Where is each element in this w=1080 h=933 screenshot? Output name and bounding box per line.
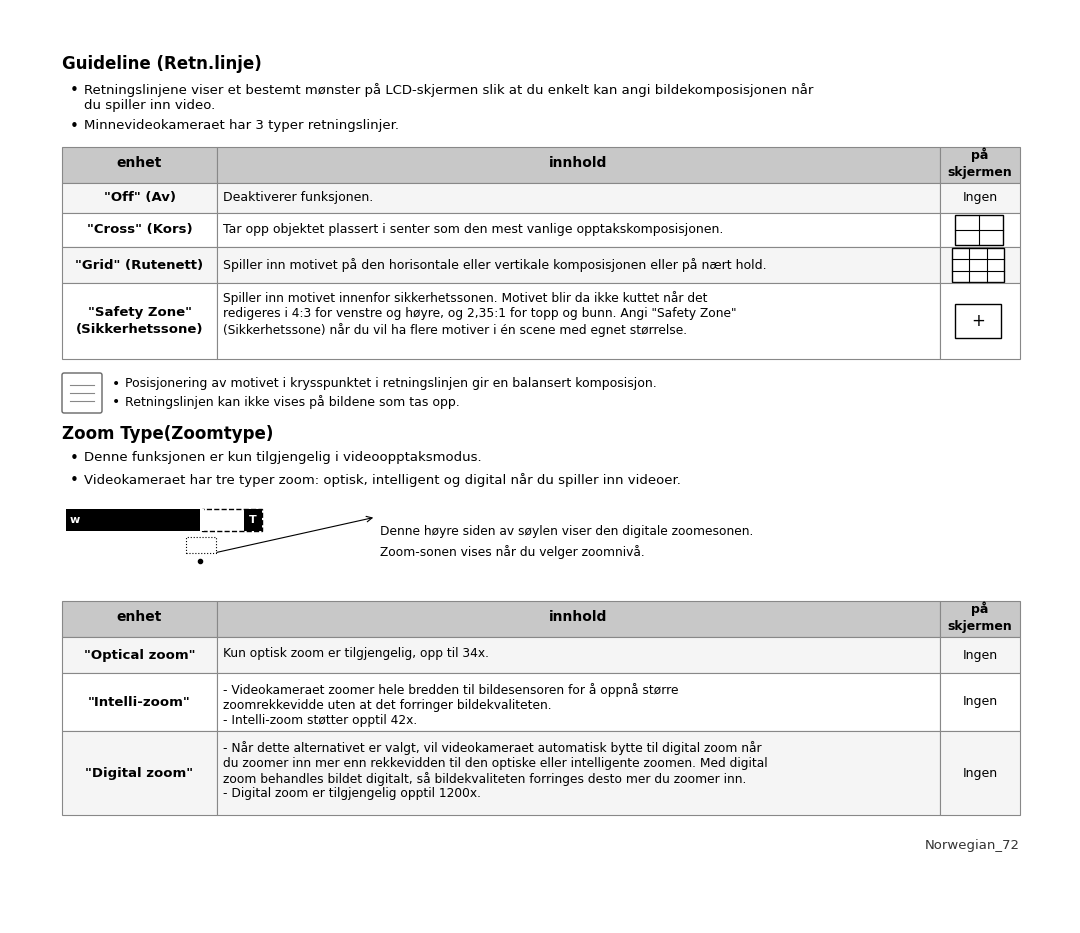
Text: •: • <box>70 83 79 98</box>
Bar <box>940 731 1020 815</box>
Text: Spiller inn motivet på den horisontale eller vertikale komposisjonen eller på næ: Spiller inn motivet på den horisontale e… <box>222 258 767 272</box>
Text: w: w <box>70 515 80 525</box>
Text: Ingen: Ingen <box>962 695 998 708</box>
Bar <box>62 283 217 359</box>
Text: Posisjonering av motivet i krysspunktet i retningslinjen gir en balansert kompos: Posisjonering av motivet i krysspunktet … <box>125 377 657 390</box>
Bar <box>955 215 1003 245</box>
Text: Ingen: Ingen <box>962 191 998 204</box>
Text: Retningslinjene viser et bestemt mønster på LCD-skjermen slik at du enkelt kan a: Retningslinjene viser et bestemt mønster… <box>84 83 813 112</box>
Text: "Digital zoom": "Digital zoom" <box>85 767 193 779</box>
Bar <box>62 601 217 637</box>
Bar <box>955 304 1001 338</box>
Text: Videokameraet har tre typer zoom: optisk, intelligent og digital når du spiller : Videokameraet har tre typer zoom: optisk… <box>84 473 680 487</box>
Text: "Grid" (Rutenett): "Grid" (Rutenett) <box>76 258 203 272</box>
Text: Ingen: Ingen <box>962 648 998 661</box>
Text: - Digital zoom er tilgjengelig opptil 1200x.: - Digital zoom er tilgjengelig opptil 12… <box>222 787 481 801</box>
Bar <box>940 283 1020 359</box>
Text: "Safety Zone"
(Sikkerhetssone): "Safety Zone" (Sikkerhetssone) <box>76 306 203 336</box>
Bar <box>217 183 940 213</box>
Bar <box>62 637 217 673</box>
Text: •: • <box>70 451 79 466</box>
Bar <box>202 509 262 531</box>
Bar <box>940 183 1020 213</box>
Text: Norwegian_72: Norwegian_72 <box>924 839 1020 852</box>
Text: på
skjermen: på skjermen <box>947 601 1012 633</box>
Bar <box>217 673 940 731</box>
Bar <box>66 509 84 531</box>
Text: Minnevideokameraet har 3 typer retningslinjer.: Minnevideokameraet har 3 typer retningsl… <box>84 119 399 132</box>
Text: "Off" (Av): "Off" (Av) <box>104 191 175 204</box>
Text: Zoom Type(Zoomtype): Zoom Type(Zoomtype) <box>62 425 273 443</box>
Bar <box>217 147 940 183</box>
Bar <box>217 637 940 673</box>
Bar <box>200 509 204 531</box>
Bar <box>62 213 217 247</box>
Bar <box>62 673 217 731</box>
Text: •: • <box>70 473 79 488</box>
Bar <box>217 731 940 815</box>
Text: innhold: innhold <box>550 610 608 624</box>
Text: "Cross" (Kors): "Cross" (Kors) <box>86 224 192 236</box>
Bar <box>940 247 1020 283</box>
Text: "Optical zoom": "Optical zoom" <box>84 648 195 661</box>
Text: - Intelli-zoom støtter opptil 42x.: - Intelli-zoom støtter opptil 42x. <box>222 714 417 727</box>
Bar <box>217 247 940 283</box>
Text: (Sikkerhetssone) når du vil ha flere motiver i én scene med egnet størrelse.: (Sikkerhetssone) når du vil ha flere mot… <box>222 323 687 337</box>
Text: Tar opp objektet plassert i senter som den mest vanlige opptakskomposisjonen.: Tar opp objektet plassert i senter som d… <box>222 224 724 236</box>
Text: zoomrekkevidde uten at det forringer bildekvaliteten.: zoomrekkevidde uten at det forringer bil… <box>222 699 552 712</box>
Bar <box>244 509 262 531</box>
Text: - Videokameraet zoomer hele bredden til bildesensoren for å oppnå større: - Videokameraet zoomer hele bredden til … <box>222 683 678 697</box>
Text: på
skjermen: på skjermen <box>947 147 1012 179</box>
Text: Kun optisk zoom er tilgjengelig, opp til 34x.: Kun optisk zoom er tilgjengelig, opp til… <box>222 647 489 660</box>
Bar <box>217 213 940 247</box>
Bar <box>217 601 940 637</box>
Bar <box>62 731 217 815</box>
Text: Denne funksjonen er kun tilgjengelig i videoopptaksmodus.: Denne funksjonen er kun tilgjengelig i v… <box>84 451 482 464</box>
FancyBboxPatch shape <box>62 373 102 413</box>
Bar <box>62 183 217 213</box>
Text: Retningslinjen kan ikke vises på bildene som tas opp.: Retningslinjen kan ikke vises på bildene… <box>125 395 460 409</box>
Text: •: • <box>70 119 79 134</box>
Text: •: • <box>112 395 120 409</box>
Text: T: T <box>249 515 257 525</box>
Text: zoom behandles bildet digitalt, så bildekvaliteten forringes desto mer du zoomer: zoom behandles bildet digitalt, så bilde… <box>222 772 746 786</box>
Bar <box>940 601 1020 637</box>
Bar <box>62 247 217 283</box>
Bar <box>940 213 1020 247</box>
Text: innhold: innhold <box>550 156 608 170</box>
Bar <box>940 637 1020 673</box>
Bar <box>940 147 1020 183</box>
Text: Guideline (Retn.linje): Guideline (Retn.linje) <box>62 55 261 73</box>
Text: Denne høyre siden av søylen viser den digitale zoomesonen.: Denne høyre siden av søylen viser den di… <box>380 525 754 538</box>
Bar <box>217 283 940 359</box>
Text: enhet: enhet <box>117 610 162 624</box>
Bar <box>82 509 202 531</box>
Text: redigeres i 4:3 for venstre og høyre, og 2,35:1 for topp og bunn. Angi "Safety Z: redigeres i 4:3 for venstre og høyre, og… <box>222 307 737 320</box>
Text: Ingen: Ingen <box>962 767 998 779</box>
Text: +: + <box>971 312 985 330</box>
Text: - Når dette alternativet er valgt, vil videokameraet automatisk bytte til digita: - Når dette alternativet er valgt, vil v… <box>222 741 761 755</box>
Bar <box>62 147 217 183</box>
Text: •: • <box>112 377 120 391</box>
Text: du zoomer inn mer enn rekkevidden til den optiske eller intelligente zoomen. Med: du zoomer inn mer enn rekkevidden til de… <box>222 757 768 770</box>
Text: Spiller inn motivet innenfor sikkerhetssonen. Motivet blir da ikke kuttet når de: Spiller inn motivet innenfor sikkerhetss… <box>222 291 707 305</box>
Bar <box>951 248 1004 282</box>
Text: enhet: enhet <box>117 156 162 170</box>
Text: Zoom-sonen vises når du velger zoomnivå.: Zoom-sonen vises når du velger zoomnivå. <box>380 545 645 559</box>
Bar <box>186 537 216 553</box>
Text: "Intelli-zoom": "Intelli-zoom" <box>89 695 191 708</box>
Bar <box>940 673 1020 731</box>
Text: Deaktiverer funksjonen.: Deaktiverer funksjonen. <box>222 191 374 204</box>
